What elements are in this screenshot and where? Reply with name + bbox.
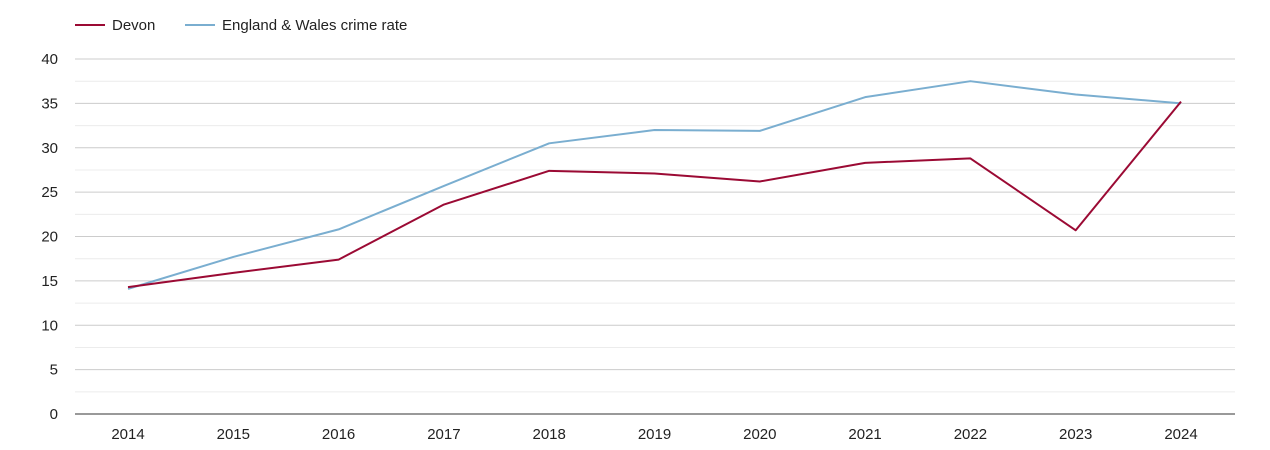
x-tick-label: 2017 xyxy=(427,426,460,443)
x-tick-label: 2018 xyxy=(533,426,566,443)
legend: Devon England & Wales crime rate xyxy=(75,17,407,34)
y-tick-label: 10 xyxy=(41,317,58,334)
legend-label: Devon xyxy=(112,17,155,34)
x-tick-label: 2016 xyxy=(322,426,355,443)
y-axis: 0 5 10 15 20 25 30 35 40 xyxy=(41,51,58,423)
series-lines xyxy=(127,80,1182,290)
y-tick-label: 20 xyxy=(41,229,58,246)
y-tick-label: 40 xyxy=(41,51,58,68)
y-tick-label: 15 xyxy=(41,273,58,290)
series-line-devon xyxy=(127,100,1182,289)
x-tick-label: 2020 xyxy=(743,426,776,443)
x-tick-label: 2022 xyxy=(954,426,987,443)
gridlines xyxy=(75,58,1235,393)
x-tick-label: 2014 xyxy=(111,426,144,443)
y-tick-label: 25 xyxy=(41,184,58,201)
x-tick-label: 2024 xyxy=(1164,426,1197,443)
x-tick-label: 2019 xyxy=(638,426,671,443)
x-axis: 2014 2015 2016 2017 2018 2019 2020 2021 2022 2023… xyxy=(75,413,1235,443)
y-tick-label: 0 xyxy=(50,406,58,423)
series-line-england-wales-crime-rate xyxy=(127,80,1182,290)
x-tick-label: 2021 xyxy=(848,426,881,443)
x-tick-label: 2015 xyxy=(217,426,250,443)
x-tick-label: 2023 xyxy=(1059,426,1092,443)
legend-label: England & Wales crime rate xyxy=(222,17,407,34)
y-tick-label: 35 xyxy=(41,95,58,112)
y-tick-label: 30 xyxy=(41,140,58,157)
y-tick-label: 5 xyxy=(50,362,58,379)
